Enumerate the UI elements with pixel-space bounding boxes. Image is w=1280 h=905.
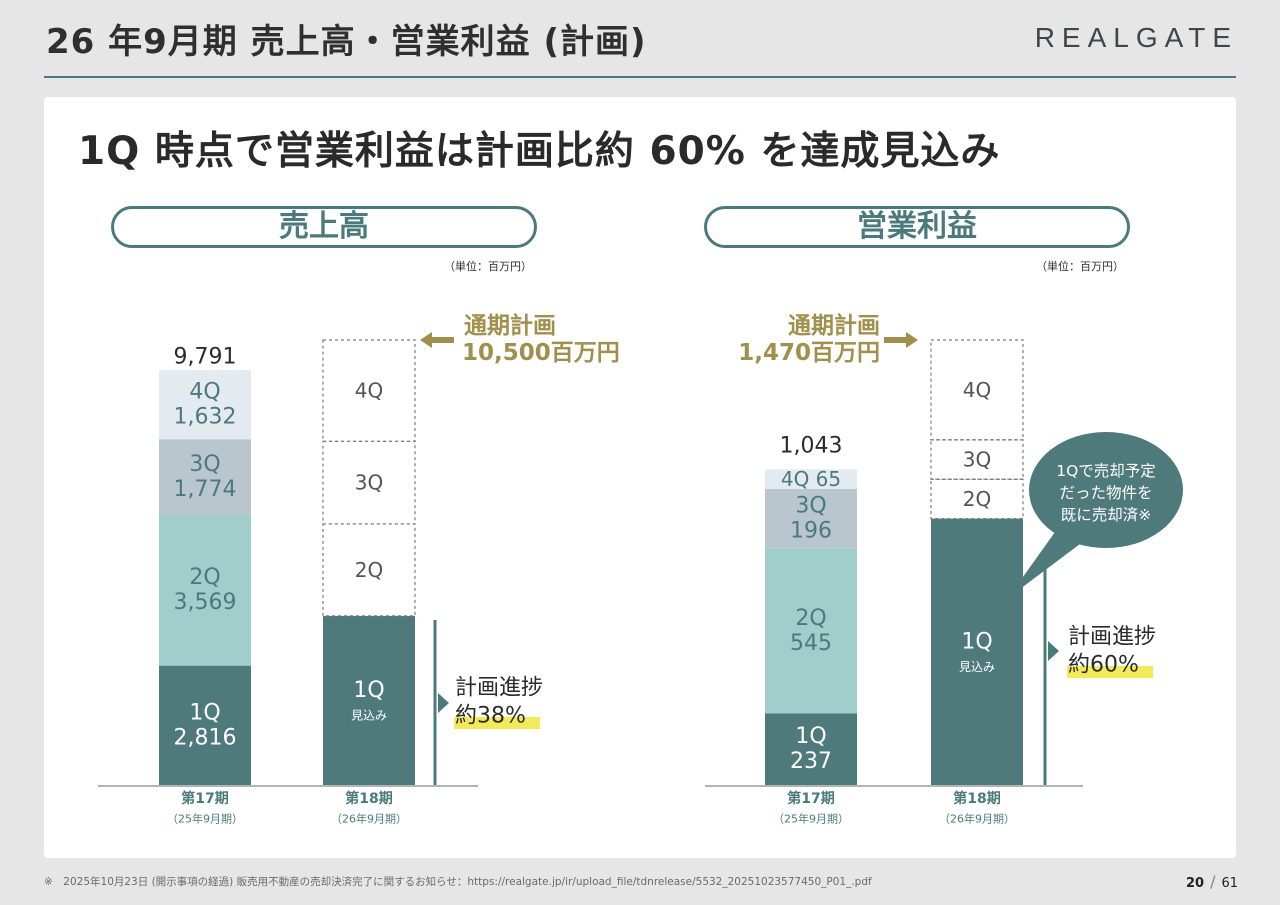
company-logo: REALGATE (1034, 22, 1238, 53)
profit-bar-label-fy18-1q: 1Q (961, 629, 992, 654)
profit-bar-label-fy17-1q: 1Q 237 (790, 724, 832, 774)
profit-bar-fy17-4q (765, 469, 857, 489)
profit-bar-fy18-1q (931, 518, 1023, 785)
profit-bar-label-fy17-2q: 2Q 545 (790, 606, 832, 656)
profit-plan-label: 通期計画 (788, 312, 880, 339)
profit-callout-text: 1Qで売却予定だった物件を既に売却済※ (1056, 462, 1156, 524)
profit-category-label: 第17期 (787, 790, 834, 807)
sales-bar-label-fy18-1q: 1Q (353, 678, 384, 703)
profit-callout-tail (1008, 525, 1088, 598)
sales-bar-label-fy17-4q: 4Q 1,632 (174, 380, 237, 430)
sales-bar-label-fy18-3q: 3Q (355, 471, 383, 495)
page-title: 26 年9月期 売上高・営業利益 (計画) (46, 22, 647, 62)
sales-bar-fy17-3q (159, 439, 251, 515)
profit-progress-value: 約60% (1068, 653, 1139, 678)
profit-category-sublabel: （25年9月期） (773, 812, 849, 826)
footnote: ※ 2025年10月23日 (開示事項の経過) 販売用不動産の売却決済完了に関す… (44, 876, 872, 888)
sales-bar-fy17-1q (159, 665, 251, 785)
sales-chart-title: 売上高 (111, 206, 537, 248)
profit-plan-arrow (884, 332, 918, 348)
profit-progress-highlight (1067, 666, 1153, 678)
profit-bar-fy17-3q (765, 488, 857, 549)
sales-plan-value: 10,500百万円 (462, 340, 620, 366)
sales-category-label: 第17期 (181, 790, 228, 807)
sales-bar-label-fy18-4q: 4Q (355, 379, 383, 403)
sales-bar-fy17-2q (159, 514, 251, 666)
profit-total-label: 1,043 (780, 434, 843, 459)
sales-plan-arrow (420, 332, 454, 348)
profit-category-label: 第18期 (953, 790, 1000, 807)
sales-category-sublabel: （25年9月期） (167, 812, 243, 826)
profit-callout-bubble (1029, 432, 1183, 548)
sales-category-label: 第18期 (345, 790, 392, 807)
profit-category-sublabel: （26年9月期） (939, 812, 1015, 826)
profit-plan-value: 1,470百万円 (738, 340, 880, 366)
sales-bar-label-fy18-2q: 2Q (355, 558, 383, 582)
sales-progress-label: 計画進捗 (455, 676, 543, 701)
sales-bar-sublabel-fy18-1q: 見込み (351, 708, 387, 722)
sales-bar-fy18-3q (322, 440, 416, 525)
profit-bar-fy17-1q (765, 713, 857, 785)
sales-bar-fy18-2q (322, 523, 416, 617)
profit-progress-pointer (1048, 641, 1059, 661)
sales-progress-value: 約38% (455, 704, 526, 729)
sales-bar-label-fy17-2q: 2Q 3,569 (174, 565, 237, 615)
sales-category-sublabel: （26年9月期） (331, 812, 407, 826)
profit-bar-fy17-2q (765, 548, 857, 714)
profit-progress-label: 計画進捗 (1068, 625, 1156, 650)
sales-unit-label: （単位：百万円） (444, 260, 532, 273)
page-separator: / (1210, 872, 1216, 891)
profit-bar-label-fy18-3q: 3Q (963, 448, 991, 472)
title-divider (44, 76, 1236, 78)
sales-plan-label: 通期計画 (464, 312, 556, 339)
profit-bar-label-fy18-2q: 2Q (963, 487, 991, 511)
page-current: 20 (1185, 876, 1205, 891)
profit-bar-label-fy18-4q: 4Q (963, 378, 991, 402)
page-number: 20 / 61 (1186, 872, 1238, 891)
profit-bar-label-fy17-3q: 3Q 196 (790, 494, 832, 544)
sales-bar-label-fy17-1q: 1Q 2,816 (174, 700, 237, 750)
profit-bar-label-fy17-4q: 4Q 65 (781, 467, 841, 491)
sales-progress-highlight (454, 717, 540, 729)
profit-chart-title: 営業利益 (704, 206, 1130, 248)
headline: 1Q 時点で営業利益は計画比約 60% を達成見込み (78, 129, 1001, 174)
profit-bar-sublabel-fy18-1q: 見込み (959, 660, 995, 674)
sales-bar-fy18-1q (323, 615, 415, 785)
sales-progress-pointer (438, 693, 449, 713)
profit-unit-label: （単位：百万円） (1036, 260, 1124, 273)
sales-bar-fy17-4q (159, 370, 251, 440)
sales-total-label: 9,791 (174, 345, 237, 370)
page-total: 61 (1221, 876, 1238, 891)
sales-bar-label-fy17-3q: 3Q 1,774 (174, 452, 237, 502)
